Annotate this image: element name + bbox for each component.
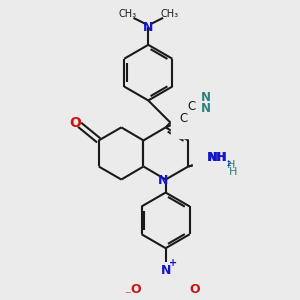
Text: C: C (188, 100, 196, 113)
Text: CH₃: CH₃ (118, 9, 136, 20)
Text: N: N (143, 21, 153, 34)
Text: H: H (226, 160, 235, 170)
Text: ⁻: ⁻ (124, 290, 131, 300)
Text: CH₃: CH₃ (160, 9, 178, 20)
Text: +: + (169, 258, 177, 268)
Text: N: N (201, 102, 211, 115)
Text: O: O (131, 283, 141, 296)
Text: ₂: ₂ (227, 158, 231, 168)
Text: O: O (69, 116, 81, 130)
Text: N: N (160, 264, 171, 277)
Text: O: O (190, 283, 200, 296)
Text: NH: NH (207, 151, 227, 164)
Bar (171, 103, 227, 138)
Text: N: N (158, 174, 168, 187)
Text: C: C (179, 112, 187, 125)
Text: N: N (201, 91, 211, 104)
Text: NH: NH (208, 151, 228, 164)
Bar (193, 149, 253, 179)
Text: H: H (229, 167, 238, 177)
